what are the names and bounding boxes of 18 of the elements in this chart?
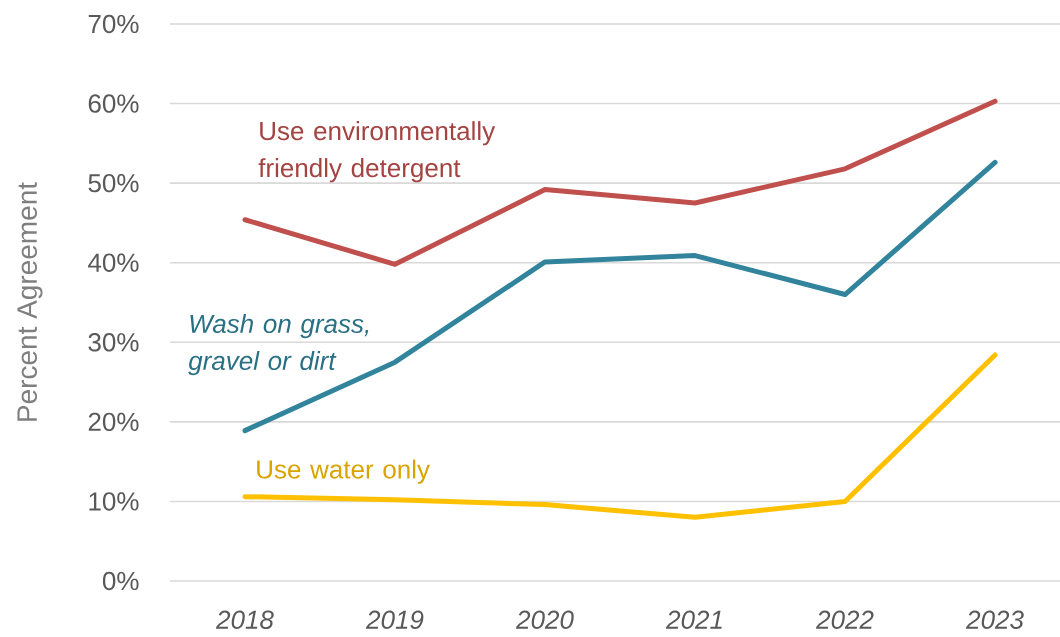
y-tick-label: 70% [88,14,139,34]
x-tick-label: 2021 [665,610,722,629]
series-label: Wash on grass, gravel or dirt [188,313,369,376]
y-tick-label: 60% [88,94,139,113]
x-tick-label: 2023 [965,610,1024,629]
x-tick-label: 2018 [215,610,274,629]
x-tick-label: 2020 [515,610,574,629]
x-tick-label: 2019 [365,610,424,629]
series-label: Use water only [257,459,430,484]
y-axis-title: Percent Agreement [17,182,43,421]
y-tick-label: 10% [89,492,139,511]
y-tick-label: 50% [88,173,139,193]
series-label: Use environmentally friendly detergent [258,121,496,183]
y-tick-label: 30% [88,333,139,352]
x-tick-label: 2022 [815,610,874,629]
y-tick-label: 0% [102,571,139,591]
y-tick-label: 40% [88,253,139,272]
y-tick-label: 20% [88,412,139,432]
